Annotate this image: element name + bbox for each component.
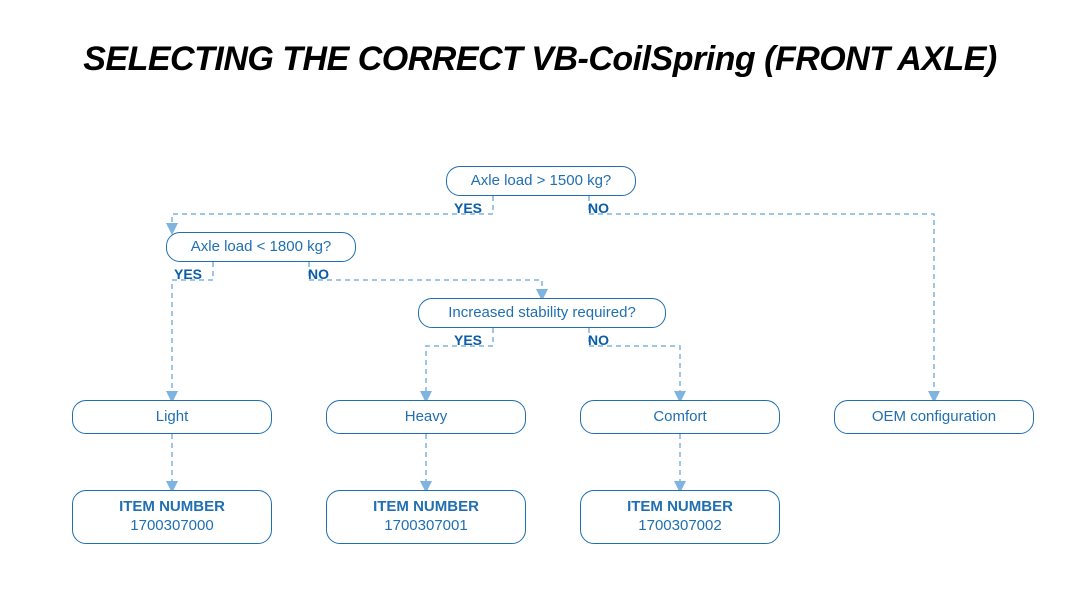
edge-label-no: NO <box>588 332 609 348</box>
edge-label-no: NO <box>308 266 329 282</box>
node-label: Heavy <box>405 408 448 427</box>
result-node-heavy: Heavy <box>326 400 526 434</box>
node-label: Light <box>156 408 189 427</box>
result-node-comfort: Comfort <box>580 400 780 434</box>
decision-node-q1: Axle load > 1500 kg? <box>446 166 636 196</box>
item-number-value: 1700307001 <box>373 517 479 536</box>
item-number-value: 1700307000 <box>119 517 225 536</box>
result-node-light: Light <box>72 400 272 434</box>
decision-node-q3: Increased stability required? <box>418 298 666 328</box>
item-number-label: ITEM NUMBER <box>627 498 733 517</box>
node-label: Axle load < 1800 kg? <box>191 238 332 257</box>
item-number-label: ITEM NUMBER <box>373 498 479 517</box>
decision-node-q2: Axle load < 1800 kg? <box>166 232 356 262</box>
item-number-value: 1700307002 <box>627 517 733 536</box>
item-node-comfort: ITEM NUMBER 1700307002 <box>580 490 780 544</box>
edge-label-yes: YES <box>454 332 482 348</box>
edge-label-no: NO <box>588 200 609 216</box>
item-number-label: ITEM NUMBER <box>119 498 225 517</box>
node-label: Comfort <box>653 408 706 427</box>
item-node-heavy: ITEM NUMBER 1700307001 <box>326 490 526 544</box>
edge-label-yes: YES <box>454 200 482 216</box>
node-label: Increased stability required? <box>448 304 636 323</box>
page-title: SELECTING THE CORRECT VB-CoilSpring (FRO… <box>0 40 1080 79</box>
result-node-oem: OEM configuration <box>834 400 1034 434</box>
node-label: Axle load > 1500 kg? <box>471 172 612 191</box>
item-node-light: ITEM NUMBER 1700307000 <box>72 490 272 544</box>
node-label: OEM configuration <box>872 408 996 427</box>
edge-label-yes: YES <box>174 266 202 282</box>
